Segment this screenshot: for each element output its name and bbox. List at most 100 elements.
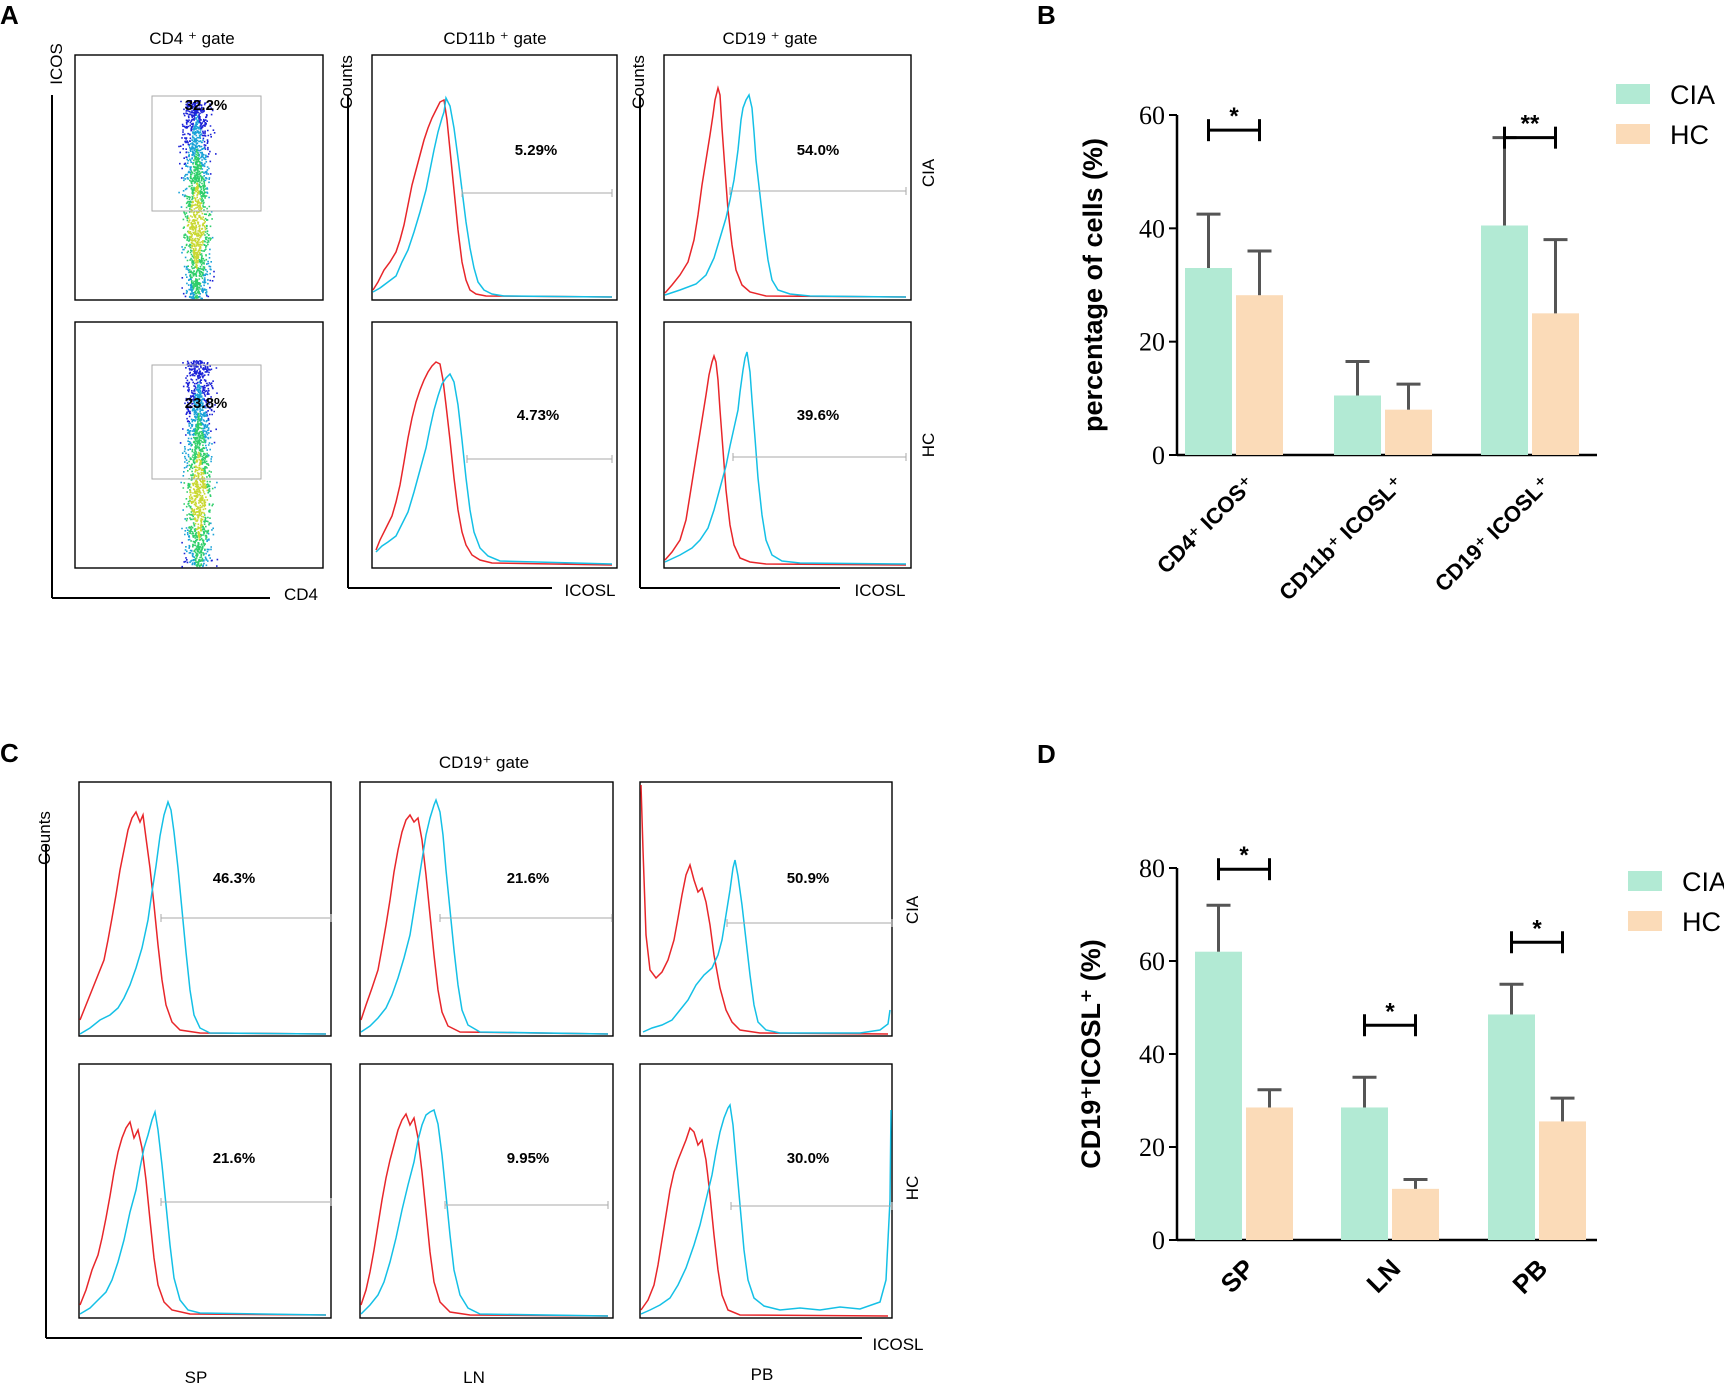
legend-swatch-hc: [1616, 124, 1650, 144]
hist-ln-cia-control-curve: [360, 813, 609, 1035]
hist-pb-cia-control-curve: [640, 784, 889, 1035]
panel-c-col-label-sp: SP: [185, 1368, 208, 1384]
scatter-cloud-cia: [178, 100, 217, 300]
panel-c-letter: C: [0, 738, 19, 768]
scatter-pct-cia: 32.2%: [185, 97, 228, 114]
scatter-y-label: ICOS: [47, 43, 66, 85]
hist-sp-hc-control-curve: [79, 1120, 327, 1316]
hist-ln-cia-frame: [359, 781, 614, 1037]
hist-cd19-cia-control-curve: [664, 85, 907, 298]
panel-c-col-label-ln: LN: [463, 1368, 485, 1384]
y-tick-label: 0: [1152, 1226, 1165, 1255]
hist-cd11b-cia-stain-curve: [372, 95, 613, 298]
hist-cd19-pct-hc: 39.6%: [797, 407, 840, 424]
hist-pb-hc-frame: [639, 1063, 893, 1319]
density-dots-peak: [186, 182, 207, 269]
y-axis-label: percentage of cells (%): [1078, 138, 1108, 432]
x-tick-label: PB: [1506, 1253, 1553, 1300]
hist-pb-hc-stain-curve: [640, 1102, 892, 1315]
hist-sp-cia-stain-curve: [79, 799, 327, 1035]
hist-cd11b-hc-control-curve: [375, 361, 613, 566]
panel-c-y-label: Counts: [35, 811, 54, 865]
hist-ln-hc-control-curve: [360, 1112, 609, 1317]
panel-c-title: CD19⁺ gate: [439, 753, 529, 772]
panel-a-letter: A: [0, 0, 19, 30]
panel-d-letter: D: [1037, 739, 1056, 769]
significance-label: *: [1385, 998, 1395, 1025]
hist-ln-cia-stain-curve: [360, 797, 609, 1035]
bar-chart-d: 0 20 40 60 80 CD19⁺ICOSL⁺ (%) * SP * LN * PB CIA HC: [1076, 842, 1724, 1300]
y-tick-label: 80: [1139, 854, 1165, 883]
bar-chart-b: 0 20 40 60 percentage of cells (%) * CD4⁺ ICOS…: [1078, 80, 1715, 605]
legend-label-hc: HC: [1682, 907, 1721, 937]
bar-hc-2: [1539, 1121, 1586, 1240]
bar-cia-0: [1185, 268, 1232, 455]
hist-cd19-hc-control-curve: [664, 353, 907, 566]
hist-sp-cia-control-curve: [79, 810, 327, 1035]
hist-sp-hc-frame: [78, 1063, 332, 1319]
bar-hc-0: [1246, 1107, 1293, 1240]
bar-cia-1: [1341, 1107, 1388, 1240]
hist-cd19-pct-cia: 54.0%: [797, 142, 840, 159]
scatter-gate-hc: [151, 364, 262, 480]
legend-swatch-cia: [1616, 84, 1650, 104]
hist-ln-pct-cia: 21.6%: [507, 870, 550, 887]
significance-label: *: [1532, 915, 1542, 942]
hist-pb-cia-stain-curve: [642, 859, 891, 1034]
x-tick-label: LN: [1361, 1253, 1407, 1299]
legend-swatch-hc: [1628, 911, 1662, 931]
bar-cia-2: [1481, 225, 1528, 455]
hist-pb-cia-frame: [639, 781, 893, 1037]
hist-ln-pct-hc: 9.95%: [507, 1150, 550, 1167]
hist-ln-cia: 21.6%: [359, 781, 614, 1037]
hist-sp-hc-stain-curve: [79, 1109, 327, 1316]
hist-cd11b-pct-cia: 5.29%: [515, 142, 558, 159]
hist-cd19-cia-stain-curve: [664, 93, 907, 298]
density-dots-mid: [180, 381, 218, 568]
scatter-title: CD4 ⁺ gate: [149, 29, 235, 48]
hist-cd11b-y-label: Counts: [337, 55, 356, 109]
bar-hc-1: [1392, 1188, 1439, 1240]
x-tick-label: CD11b⁺ ICOSL⁺: [1274, 471, 1408, 605]
hist-cd11b-hc-frame: [371, 321, 618, 569]
legend-label-cia: CIA: [1682, 867, 1724, 897]
hist-cd11b-pct-hc: 4.73%: [517, 407, 560, 424]
panel-c-x-label: ICOSL: [872, 1335, 923, 1354]
hist-cd11b-hc-stain-curve: [375, 372, 613, 565]
density-dots-low: [179, 360, 219, 568]
panel-a-row-label-hc: HC: [919, 433, 938, 458]
panel-c-col-label-pb: PB: [751, 1365, 774, 1384]
bar-cia-0: [1195, 951, 1242, 1240]
y-axis-label: CD19⁺ICOSL⁺ (%): [1076, 939, 1106, 1169]
legend-label-hc: HC: [1670, 120, 1709, 150]
hist-ln-hc-frame: [359, 1063, 614, 1319]
bar-hc-1: [1385, 409, 1432, 455]
hist-cd19-cia: 54.0%: [663, 54, 912, 301]
hist-cd19-cia-frame: [663, 54, 912, 301]
legend-label-cia: CIA: [1670, 80, 1715, 110]
hist-cd11b-x-label: ICOSL: [564, 581, 615, 600]
significance-label: **: [1521, 111, 1540, 138]
scatter-pct-hc: 23.8%: [185, 395, 228, 412]
hist-pb-hc-control-curve: [640, 1126, 889, 1317]
scatter-cloud-hc: [179, 360, 219, 568]
scatter-gate-cia: [151, 95, 262, 212]
panel-b-letter: B: [1037, 0, 1056, 30]
hist-sp-pct-cia: 46.3%: [213, 870, 256, 887]
hist-pb-hc: 30.0%: [639, 1063, 893, 1319]
panel-c-row-label-cia: CIA: [903, 895, 922, 924]
hist-ln-hc-stain-curve: [360, 1108, 609, 1317]
y-tick-label: 20: [1139, 1133, 1165, 1162]
hist-pb-pct-hc: 30.0%: [787, 1150, 830, 1167]
hist-cd11b-hc: 4.73%: [371, 321, 618, 569]
x-tick-label: CD19⁺ ICOSL⁺: [1430, 471, 1556, 597]
bar-cia-2: [1488, 1014, 1535, 1240]
density-dots-low: [178, 100, 217, 298]
y-tick-label: 0: [1152, 441, 1165, 470]
y-tick-label: 60: [1139, 947, 1165, 976]
hist-cd11b-title: CD11b ⁺ gate: [443, 29, 546, 48]
hist-sp-pct-hc: 21.6%: [213, 1150, 256, 1167]
x-tick-label: CD4⁺ ICOS⁺: [1152, 471, 1260, 579]
hist-cd19-y-label: Counts: [629, 55, 648, 109]
